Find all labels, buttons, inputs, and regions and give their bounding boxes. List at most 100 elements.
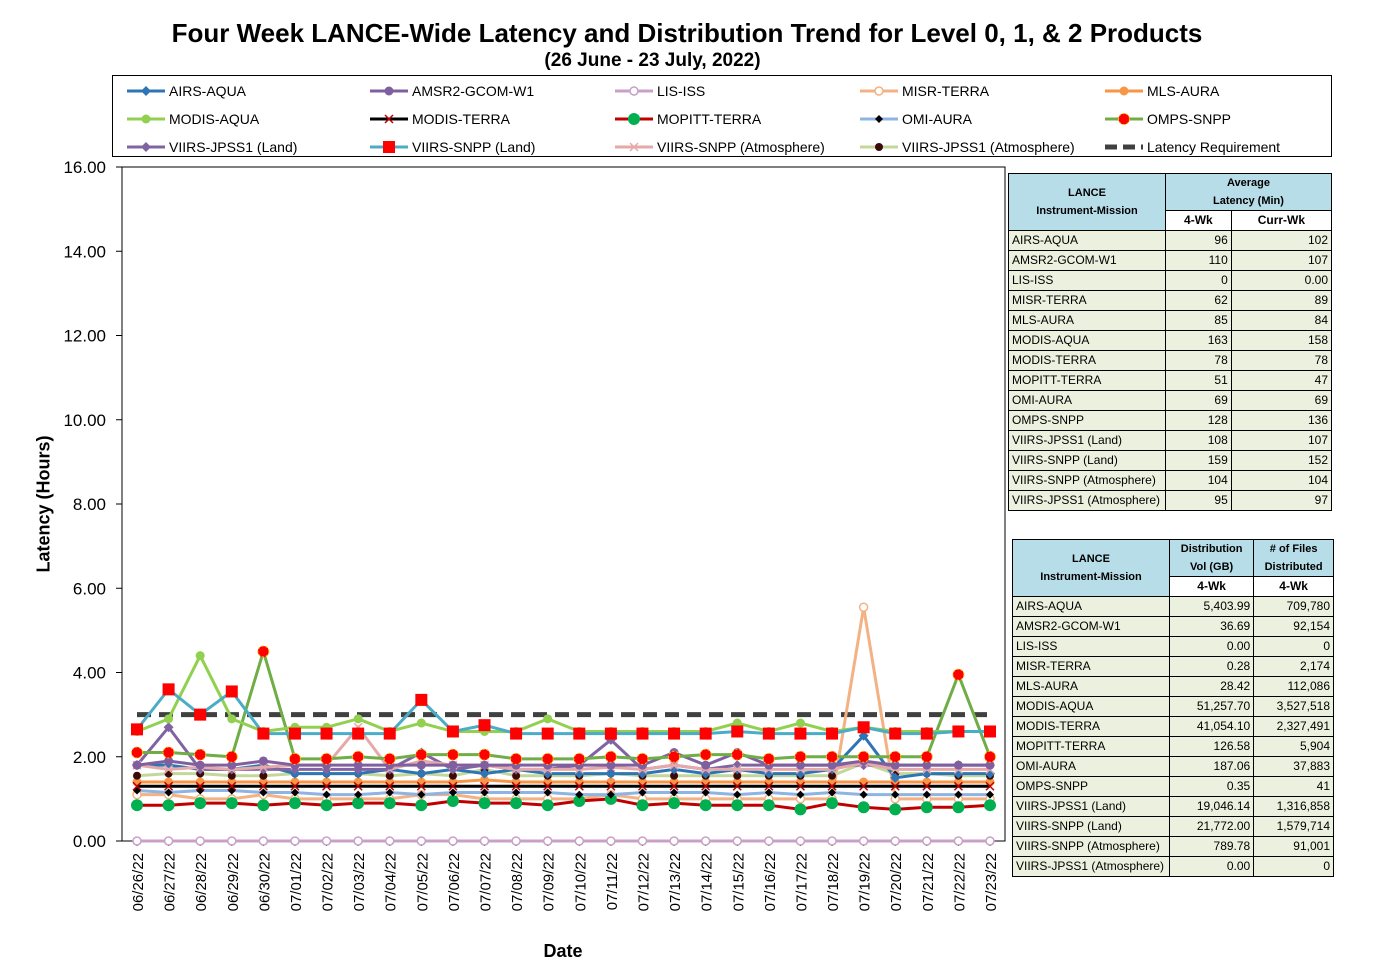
data-point (699, 727, 712, 740)
data-point (227, 836, 237, 846)
data-point (985, 760, 995, 770)
data-point (195, 836, 205, 846)
latency-table: LANCE Instrument-Mission Average Latency (M… (1008, 173, 1333, 511)
table-row: VIIRS-JPSS1 (Land) 19,046.14 1,316,858 (1012, 796, 1334, 817)
data-point (604, 727, 617, 740)
latency-chart: 0.00 2.00 4.00 6.00 8.00 10.00 12.00 14.00 16.00… (63, 158, 1006, 911)
table-row: MODIS-AQUA 163 158 (1008, 330, 1333, 351)
instrument-name: MLS-AURA (1008, 310, 1166, 331)
data-point (290, 788, 299, 797)
data-point (259, 788, 268, 797)
data-point (512, 771, 521, 780)
data-point (732, 836, 743, 846)
data-point (258, 762, 268, 772)
y-tick-label: 6.00 (73, 579, 106, 598)
data-point (131, 746, 143, 759)
legend-label: MOPITT-TERRA (657, 111, 762, 127)
data-point (574, 781, 584, 791)
latency-currwk: 84 (1230, 310, 1333, 331)
subheader-cell: 4-Wk (1253, 576, 1334, 597)
data-point (762, 799, 775, 812)
data-point (606, 790, 615, 799)
data-point (890, 772, 901, 783)
series-modis-terra (132, 781, 995, 791)
table-row: OMPS-SNPP 128 136 (1008, 410, 1333, 431)
y-tick-label: 16.00 (63, 158, 106, 177)
data-point (352, 727, 365, 740)
table-row: MODIS-AQUA 51,257.70 3,527,518 (1012, 696, 1334, 717)
latency-currwk: 107 (1230, 250, 1333, 271)
files-distributed: 0 (1253, 856, 1334, 877)
data-point (875, 115, 883, 123)
data-point (920, 727, 933, 740)
legend-label: MODIS-TERRA (412, 111, 510, 127)
distribution-volume: 0.00 (1168, 636, 1255, 657)
data-point (384, 114, 394, 124)
data-point (510, 752, 523, 765)
latency-currwk: 97 (1230, 490, 1333, 511)
data-point (478, 748, 491, 761)
y-tick-label: 8.00 (73, 495, 106, 514)
data-point (257, 727, 270, 740)
latency-4wk: 95 (1165, 490, 1232, 511)
data-point (952, 668, 965, 681)
instrument-name: AIRS-AQUA (1012, 596, 1170, 617)
data-point (353, 714, 363, 724)
data-point (227, 771, 236, 780)
data-point (701, 788, 710, 797)
table-row: MOPITT-TERRA 126.58 5,904 (1012, 736, 1334, 757)
instrument-name: VIIRS-SNPP (Land) (1012, 816, 1170, 837)
data-point (699, 748, 712, 761)
table-row: VIIRS-SNPP (Atmosphere) 789.78 91,001 (1012, 836, 1334, 857)
data-point (383, 752, 396, 765)
data-point (857, 721, 870, 734)
data-point (858, 836, 869, 846)
data-point (141, 142, 151, 152)
x-tick-label: 07/18/22 (825, 853, 842, 911)
data-point (574, 836, 585, 846)
data-point (132, 760, 142, 770)
legend-swatch (370, 141, 408, 153)
latency-currwk: 104 (1230, 470, 1333, 491)
x-tick-label: 07/22/22 (951, 853, 968, 911)
data-point (133, 771, 141, 780)
distribution-volume: 21,772.00 (1168, 816, 1255, 837)
data-point (606, 760, 616, 770)
latency-4wk: 78 (1165, 350, 1232, 371)
data-point (733, 771, 742, 780)
table-row: AIRS-AQUA 96 102 (1008, 230, 1333, 251)
data-point (794, 803, 807, 816)
x-tick-label: 07/01/22 (288, 853, 305, 911)
x-tick-label: 07/04/22 (383, 853, 400, 911)
data-point (952, 725, 965, 738)
data-point (132, 836, 142, 846)
data-point (164, 788, 173, 797)
data-point (764, 781, 774, 791)
data-point (511, 781, 521, 791)
data-point (257, 799, 270, 812)
x-tick-label: 07/14/22 (699, 853, 716, 911)
data-point (762, 727, 775, 740)
data-point (637, 781, 648, 791)
data-point (415, 748, 428, 761)
latency-4wk: 62 (1165, 290, 1232, 311)
x-tick-label: 06/29/22 (225, 853, 242, 911)
data-point (669, 781, 679, 791)
data-point (890, 781, 900, 791)
table-row: MOPITT-TERRA 51 47 (1008, 370, 1333, 391)
instrument-name: OMPS-SNPP (1008, 410, 1166, 431)
files-distributed: 1,579,714 (1253, 816, 1334, 837)
distribution-volume: 0.35 (1168, 776, 1255, 797)
data-point (629, 86, 639, 96)
data-point (258, 756, 268, 766)
x-tick-label: 06/28/22 (193, 853, 210, 911)
legend-swatch (860, 86, 898, 96)
x-tick-label: 07/02/22 (320, 853, 337, 911)
data-point (953, 760, 963, 770)
files-distributed: 5,904 (1253, 736, 1334, 757)
header-average-latency: Average Latency (Min) (1165, 173, 1332, 211)
data-point (448, 771, 457, 780)
data-point (953, 836, 964, 846)
latency-4wk: 69 (1165, 390, 1232, 411)
data-point (826, 727, 839, 740)
